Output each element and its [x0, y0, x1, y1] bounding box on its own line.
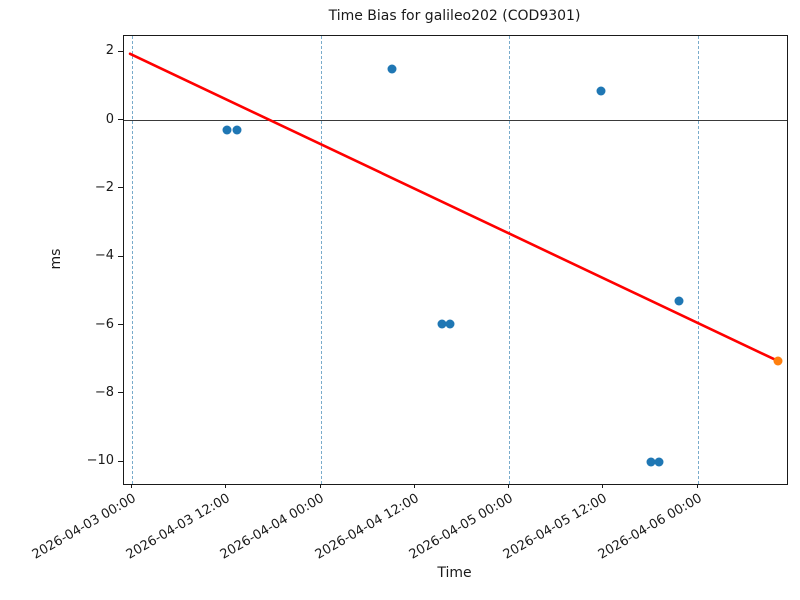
data-point: [596, 86, 606, 96]
data-point: [654, 457, 664, 467]
y-tick-label: 0: [105, 111, 114, 127]
y-tick-mark: [118, 50, 123, 52]
day-gridline: [320, 36, 322, 484]
y-tick-label: −2: [94, 179, 114, 195]
trend-line: [128, 52, 780, 363]
y-tick-mark: [118, 187, 123, 189]
x-axis-label: Time: [437, 565, 472, 581]
x-tick-label-text: 2026-04-04 12:00: [312, 491, 422, 563]
x-tick-mark: [696, 484, 698, 488]
y-tick-mark: [118, 460, 123, 462]
x-tick-label-text: 2026-04-03 00:00: [29, 491, 139, 563]
x-tick-label-text: 2026-04-06 00:00: [595, 491, 705, 563]
x-tick-mark: [602, 484, 604, 488]
data-point: [232, 125, 242, 135]
data-point: [222, 125, 232, 135]
trend-svg: [128, 52, 780, 363]
data-point: [646, 457, 656, 467]
data-point: [674, 296, 684, 306]
y-tick-mark: [118, 324, 123, 326]
y-tick-label: 2: [105, 43, 114, 59]
y-tick-label: −10: [86, 453, 114, 469]
y-tick-mark: [118, 392, 123, 394]
y-axis-label: ms: [48, 248, 64, 270]
x-tick-mark: [225, 484, 227, 488]
x-tick-label-text: 2026-04-03 12:00: [123, 491, 233, 563]
x-tick-mark: [413, 484, 415, 488]
x-tick-label-text: 2026-04-05 12:00: [501, 491, 610, 563]
data-point: [445, 319, 455, 329]
data-point: [387, 64, 397, 74]
y-tick-mark: [118, 255, 123, 257]
latest-point: [773, 356, 783, 366]
y-tick-label: −6: [94, 316, 114, 332]
x-tick-mark: [319, 484, 321, 488]
day-gridline: [509, 36, 511, 484]
y-tick-label: −4: [94, 248, 114, 264]
x-tick-mark: [508, 484, 510, 488]
chart-title: Time Bias for galileo202 (COD9301): [328, 8, 581, 24]
x-tick-mark: [130, 484, 132, 488]
zero-line: [124, 120, 787, 122]
y-tick-mark: [118, 119, 123, 121]
x-tick-label-text: 2026-04-04 00:00: [218, 491, 328, 563]
plot-area: [123, 35, 788, 485]
y-tick-label: −8: [94, 384, 114, 400]
x-tick-label-text: 2026-04-05 00:00: [406, 491, 516, 563]
day-gridline: [131, 36, 133, 484]
day-gridline: [697, 36, 699, 484]
data-point: [437, 319, 447, 329]
